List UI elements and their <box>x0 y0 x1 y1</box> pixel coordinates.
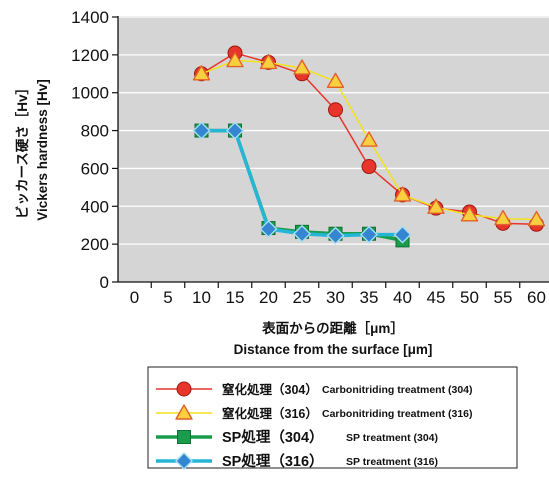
legend-item-sp-treatment-316: SP処理（316） SP treatment (316) <box>156 452 438 470</box>
legend: 窒化処理（304） Carbonitriding treatment (304)窒… <box>147 366 518 470</box>
series-sp-treatment-316 <box>192 121 412 245</box>
y-axis-ticks: 0 200 400 600 800 1000 1200 1400 <box>71 8 118 292</box>
legend-label-ja: SP処理（316） <box>222 452 324 470</box>
x-tick-label-30: 30 <box>326 288 345 307</box>
data-point-carbonitriding-treatment-316-10 <box>192 65 211 81</box>
legend-marker-triangle <box>175 404 193 420</box>
legend-label-ja: 窒化処理（304） <box>222 382 318 397</box>
x-axis-title-en: Distance from the surface [μm] <box>234 342 433 357</box>
y-tick-label-200: 200 <box>81 235 109 254</box>
data-point-sp-treatment-316-10 <box>192 121 211 140</box>
x-tick-label-50: 50 <box>460 288 479 307</box>
legend-label-en: Carbonitriding treatment (304) <box>322 384 473 396</box>
y-axis-title-ja: ビッカース硬さ［Hv］ <box>14 81 30 219</box>
y-tick-label-1200: 1200 <box>71 46 109 65</box>
x-tick-label-10: 10 <box>192 288 211 307</box>
data-point-carbonitriding-treatment-304-30 <box>328 102 343 118</box>
data-point-carbonitriding-treatment-316-40 <box>393 186 412 202</box>
data-point-carbonitriding-treatment-316-15 <box>226 51 244 68</box>
data-point-carbonitriding-treatment-316-60 <box>527 210 546 227</box>
x-tick-label-45: 45 <box>427 288 446 307</box>
data-point-carbonitriding-treatment-304-35 <box>361 159 377 175</box>
data-point-sp-treatment-316-40 <box>393 225 412 244</box>
legend-label-en: Carbonitriding treatment (316) <box>322 408 473 420</box>
y-tick-label-400: 400 <box>81 197 109 216</box>
data-point-carbonitriding-treatment-316-55 <box>494 209 512 226</box>
data-point-carbonitriding-treatment-316-25 <box>293 59 311 75</box>
data-series <box>192 45 546 248</box>
x-tick-label-15: 15 <box>226 288 245 307</box>
x-tick-label-35: 35 <box>360 288 379 307</box>
legend-item-sp-treatment-304: SP処理（304） SP treatment (304) <box>156 428 438 446</box>
legend-box <box>147 366 518 469</box>
x-tick-label-0: 0 <box>130 288 139 307</box>
gridlines <box>118 16 549 245</box>
data-point-sp-treatment-316-25 <box>293 224 311 243</box>
data-point-sp-treatment-316-15 <box>226 121 244 140</box>
x-tick-label-20: 20 <box>259 288 278 307</box>
data-point-sp-treatment-316-20 <box>259 220 278 238</box>
legend-label-ja: SP処理（304） <box>222 428 324 446</box>
y-tick-label-1400: 1400 <box>71 8 109 27</box>
data-point-carbonitriding-treatment-316-35 <box>360 131 378 147</box>
legend-item-carbonitriding-treatment-316: 窒化処理（316） Carbonitriding treatment (316) <box>156 404 473 421</box>
axes <box>117 16 549 283</box>
legend-label-en: SP treatment (316) <box>346 456 438 468</box>
legend-marker-square <box>177 430 191 444</box>
legend-marker-circle <box>176 381 192 397</box>
x-tick-label-5: 5 <box>163 288 172 307</box>
data-point-carbonitriding-treatment-316-45 <box>427 198 445 214</box>
data-point-carbonitriding-treatment-316-50 <box>460 206 479 222</box>
y-tick-label-1000: 1000 <box>71 84 109 103</box>
legend-label-ja: 窒化処理（316） <box>222 406 318 421</box>
series-carbonitriding-treatment-316 <box>192 51 546 227</box>
x-axis-title-ja: 表面からの距離［μm］ <box>262 320 404 336</box>
x-tick-label-60: 60 <box>527 288 546 307</box>
legend-item-carbonitriding-treatment-304: 窒化処理（304） Carbonitriding treatment (304) <box>156 381 473 397</box>
legend-label-en: SP treatment (304) <box>346 432 438 444</box>
x-axis-ticks: 0 5 10 15 20 25 30 35 40 45 50 55 60 <box>130 282 546 307</box>
data-point-carbonitriding-treatment-316-20 <box>259 53 278 70</box>
y-tick-label-800: 800 <box>81 122 109 141</box>
legend-marker-diamond <box>175 452 193 470</box>
data-point-sp-treatment-316-30 <box>326 226 345 245</box>
y-axis-title-en: Vickers hardness [Hv] <box>35 79 50 221</box>
x-tick-label-25: 25 <box>293 288 312 307</box>
y-tick-label-0: 0 <box>100 273 109 292</box>
y-tick-label-600: 600 <box>81 159 109 178</box>
x-tick-label-40: 40 <box>393 288 412 307</box>
x-tick-label-55: 55 <box>494 288 513 307</box>
data-point-sp-treatment-316-35 <box>360 225 378 244</box>
data-point-carbonitriding-treatment-316-30 <box>326 72 345 89</box>
